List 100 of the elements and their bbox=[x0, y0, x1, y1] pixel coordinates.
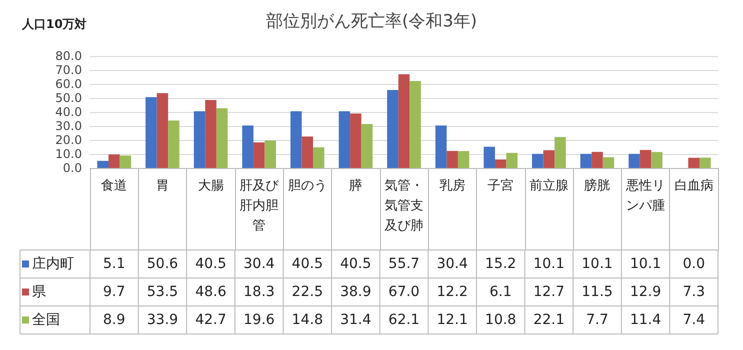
data-label: 10.1 bbox=[582, 256, 613, 272]
bar bbox=[302, 136, 314, 168]
bar bbox=[446, 150, 458, 168]
bar bbox=[554, 137, 566, 168]
data-label: 38.9 bbox=[340, 284, 372, 300]
bar bbox=[290, 111, 302, 168]
data-label: 12.9 bbox=[630, 284, 662, 300]
legend-label: 全国 bbox=[32, 312, 60, 328]
bar bbox=[168, 120, 180, 168]
data-label: 18.3 bbox=[243, 284, 275, 300]
x-tick-label: 子宮 bbox=[488, 178, 514, 194]
data-label: 53.5 bbox=[146, 284, 178, 300]
x-tick-label: 悪性リンパ腫 bbox=[625, 178, 666, 214]
data-label: 40.5 bbox=[195, 256, 226, 272]
bar bbox=[628, 154, 640, 168]
bar bbox=[506, 152, 518, 168]
bar bbox=[699, 158, 711, 168]
x-tick-label: 大腸 bbox=[198, 178, 224, 194]
data-label: 50.6 bbox=[146, 256, 178, 272]
data-label: 10.1 bbox=[533, 256, 565, 272]
data-label: 19.6 bbox=[243, 312, 275, 328]
bar bbox=[435, 125, 447, 168]
data-label: 7.7 bbox=[586, 312, 608, 328]
bar bbox=[640, 150, 652, 168]
bar bbox=[242, 125, 254, 168]
bar bbox=[205, 100, 216, 168]
bar bbox=[651, 152, 662, 168]
x-tick-label: 胃 bbox=[156, 178, 169, 194]
data-label: 12.7 bbox=[533, 284, 565, 300]
y-tick-label: 50.0 bbox=[55, 91, 82, 105]
bar bbox=[602, 157, 614, 168]
bar bbox=[194, 111, 206, 168]
data-label: 11.5 bbox=[582, 284, 613, 300]
y-axis-title: 人口10万対 bbox=[21, 17, 87, 31]
chart-title: 部位別がん死亡率(令和3年) bbox=[266, 12, 478, 32]
y-tick-label: 30.0 bbox=[55, 119, 82, 133]
data-label: 22.5 bbox=[292, 284, 323, 300]
data-label: 8.9 bbox=[103, 312, 126, 328]
bar bbox=[592, 152, 603, 168]
data-label: 33.9 bbox=[146, 312, 178, 328]
bar bbox=[688, 158, 700, 168]
data-label: 30.4 bbox=[436, 256, 468, 272]
bar bbox=[338, 111, 350, 168]
bar bbox=[484, 146, 495, 168]
data-label: 10.1 bbox=[630, 256, 662, 272]
bar bbox=[156, 93, 168, 168]
data-label: 40.5 bbox=[292, 256, 323, 272]
data-label: 22.1 bbox=[533, 312, 565, 328]
bar bbox=[108, 154, 120, 168]
data-label: 9.7 bbox=[103, 284, 126, 300]
bar bbox=[543, 150, 555, 168]
bar bbox=[458, 151, 470, 168]
data-label: 11.4 bbox=[630, 312, 662, 328]
legend-label: 県 bbox=[32, 284, 46, 300]
bar bbox=[216, 108, 228, 168]
legend-label: 庄内町 bbox=[32, 256, 74, 272]
bar bbox=[253, 142, 265, 168]
bar bbox=[398, 74, 410, 168]
data-label: 14.8 bbox=[292, 312, 323, 328]
y-tick-label: 70.0 bbox=[55, 63, 82, 77]
bar bbox=[120, 156, 132, 168]
data-label: 31.4 bbox=[340, 312, 372, 328]
bar bbox=[532, 154, 544, 168]
y-tick-label: 80.0 bbox=[55, 49, 82, 63]
bar bbox=[580, 154, 592, 168]
x-tick-label: 膵 bbox=[349, 178, 362, 194]
data-label: 5.1 bbox=[103, 256, 126, 272]
data-label: 7.4 bbox=[682, 312, 706, 328]
bar bbox=[361, 124, 373, 168]
data-label: 42.7 bbox=[195, 312, 226, 328]
data-label: 67.0 bbox=[388, 284, 420, 300]
bar bbox=[410, 81, 421, 168]
y-tick-label: 60.0 bbox=[55, 77, 82, 91]
bar bbox=[313, 147, 324, 168]
bar bbox=[494, 159, 506, 168]
data-label: 62.1 bbox=[388, 312, 420, 328]
x-tick-label: 前立腺 bbox=[529, 178, 568, 194]
bar bbox=[146, 97, 157, 168]
y-tick-label: 20.0 bbox=[55, 133, 82, 147]
data-label: 55.7 bbox=[388, 256, 420, 272]
data-label: 40.5 bbox=[340, 256, 372, 272]
x-tick-label: 胆のう bbox=[288, 178, 327, 194]
x-tick-label: 食道 bbox=[101, 178, 128, 194]
bar bbox=[264, 140, 276, 168]
data-label: 7.3 bbox=[682, 284, 705, 300]
y-tick-label: 0.0 bbox=[62, 161, 82, 175]
bar bbox=[387, 90, 398, 168]
y-tick-label: 10.0 bbox=[55, 147, 82, 161]
x-tick-label: 肝及び肝内胆管 bbox=[240, 178, 280, 234]
data-label: 10.8 bbox=[485, 312, 516, 328]
x-tick-label: 気管・気管支及び肺 bbox=[384, 178, 424, 234]
data-label: 0.0 bbox=[682, 256, 705, 272]
bar bbox=[97, 160, 109, 168]
data-label: 30.4 bbox=[243, 256, 275, 272]
x-tick-label: 白血病 bbox=[674, 178, 714, 194]
data-label: 48.6 bbox=[195, 284, 226, 300]
bar bbox=[350, 114, 362, 168]
y-tick-label: 40.0 bbox=[55, 105, 82, 119]
x-tick-label: 膀胱 bbox=[584, 178, 610, 194]
data-label: 6.1 bbox=[489, 284, 512, 300]
